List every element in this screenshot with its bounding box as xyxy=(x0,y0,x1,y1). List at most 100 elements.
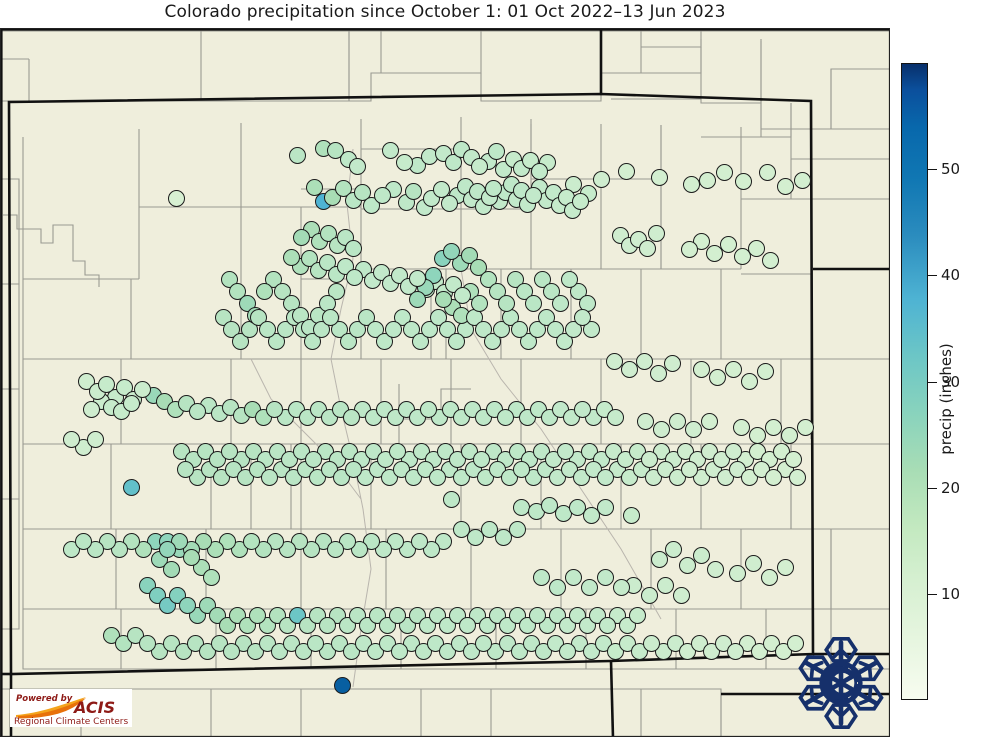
station-marker[interactable] xyxy=(321,308,339,326)
station-marker[interactable] xyxy=(764,418,782,436)
station-marker[interactable] xyxy=(326,141,344,159)
station-marker[interactable] xyxy=(635,352,653,370)
station-marker[interactable] xyxy=(573,308,591,326)
station-marker[interactable] xyxy=(388,606,406,624)
station-marker[interactable] xyxy=(571,192,589,210)
station-marker[interactable] xyxy=(474,634,492,652)
station-marker[interactable] xyxy=(708,368,726,386)
station-marker[interactable] xyxy=(326,540,344,558)
station-marker[interactable] xyxy=(452,520,470,538)
station-marker[interactable] xyxy=(408,290,426,308)
station-marker[interactable] xyxy=(530,162,548,180)
station-marker[interactable] xyxy=(390,642,408,660)
station-marker[interactable] xyxy=(510,320,528,338)
station-marker[interactable] xyxy=(568,498,586,516)
station-marker[interactable] xyxy=(306,634,324,652)
station-marker[interactable] xyxy=(532,568,550,586)
station-marker[interactable] xyxy=(664,540,682,558)
station-marker[interactable] xyxy=(333,676,351,694)
station-marker[interactable] xyxy=(780,426,798,444)
station-marker[interactable] xyxy=(496,408,514,426)
station-marker[interactable] xyxy=(228,282,246,300)
station-marker[interactable] xyxy=(97,375,115,393)
station-marker[interactable] xyxy=(305,178,323,196)
station-marker[interactable] xyxy=(761,251,779,269)
station-marker[interactable] xyxy=(605,352,623,370)
station-marker[interactable] xyxy=(724,360,742,378)
station-marker[interactable] xyxy=(122,478,140,496)
station-marker[interactable] xyxy=(793,171,811,189)
station-marker[interactable] xyxy=(408,269,426,287)
station-marker[interactable] xyxy=(318,616,336,634)
station-marker[interactable] xyxy=(248,606,266,624)
station-marker[interactable] xyxy=(678,556,696,574)
station-marker[interactable] xyxy=(344,239,362,257)
station-marker[interactable] xyxy=(388,442,406,460)
station-marker[interactable] xyxy=(62,430,80,448)
station-marker[interactable] xyxy=(453,286,471,304)
station-marker[interactable] xyxy=(728,564,746,582)
station-marker[interactable] xyxy=(764,468,782,486)
station-marker[interactable] xyxy=(596,468,614,486)
station-marker[interactable] xyxy=(558,642,576,660)
station-marker[interactable] xyxy=(724,442,742,460)
station-marker[interactable] xyxy=(698,171,716,189)
station-marker[interactable] xyxy=(334,179,352,197)
station-marker[interactable] xyxy=(612,578,630,596)
station-marker[interactable] xyxy=(592,170,610,188)
station-marker[interactable] xyxy=(640,450,658,468)
station-marker[interactable] xyxy=(551,294,569,312)
station-marker[interactable] xyxy=(444,153,462,171)
station-marker[interactable] xyxy=(158,540,176,558)
station-marker[interactable] xyxy=(487,142,505,160)
station-marker[interactable] xyxy=(484,179,502,197)
station-marker[interactable] xyxy=(636,412,654,430)
station-marker[interactable] xyxy=(786,634,804,652)
station-marker[interactable] xyxy=(548,578,566,596)
station-marker[interactable] xyxy=(700,412,718,430)
station-marker[interactable] xyxy=(162,560,180,578)
station-marker[interactable] xyxy=(734,172,752,190)
station-marker[interactable] xyxy=(220,442,238,460)
station-marker[interactable] xyxy=(622,506,640,524)
station-marker[interactable] xyxy=(606,408,624,426)
station-marker[interactable] xyxy=(260,468,278,486)
station-marker[interactable] xyxy=(680,460,698,478)
station-marker[interactable] xyxy=(282,248,300,266)
station-marker[interactable] xyxy=(167,189,185,207)
station-marker[interactable] xyxy=(758,163,776,181)
station-marker[interactable] xyxy=(242,532,260,550)
station-marker[interactable] xyxy=(182,548,200,566)
station-marker[interactable] xyxy=(680,240,698,258)
station-marker[interactable] xyxy=(348,157,366,175)
station-marker[interactable] xyxy=(719,235,737,253)
station-marker[interactable] xyxy=(86,430,104,448)
station-marker[interactable] xyxy=(428,468,446,486)
station-marker[interactable] xyxy=(652,420,670,438)
station-marker[interactable] xyxy=(733,247,751,265)
station-marker[interactable] xyxy=(596,498,614,516)
station-marker[interactable] xyxy=(258,320,276,338)
station-marker[interactable] xyxy=(582,506,600,524)
station-marker[interactable] xyxy=(353,183,371,201)
station-marker[interactable] xyxy=(638,239,656,257)
station-marker[interactable] xyxy=(706,560,724,578)
station-marker[interactable] xyxy=(620,360,638,378)
station-marker[interactable] xyxy=(524,294,542,312)
station-marker[interactable] xyxy=(384,320,402,338)
station-marker[interactable] xyxy=(740,372,758,390)
station-marker[interactable] xyxy=(692,546,710,564)
station-marker[interactable] xyxy=(788,468,806,486)
station-marker[interactable] xyxy=(692,360,710,378)
station-marker[interactable] xyxy=(342,408,360,426)
station-marker[interactable] xyxy=(573,400,591,418)
station-marker[interactable] xyxy=(74,532,92,550)
station-marker[interactable] xyxy=(497,294,515,312)
station-marker[interactable] xyxy=(292,228,310,246)
station-marker[interactable] xyxy=(663,354,681,372)
station-marker[interactable] xyxy=(138,634,156,652)
station-marker[interactable] xyxy=(640,586,658,604)
station-marker[interactable] xyxy=(410,532,428,550)
station-marker[interactable] xyxy=(656,576,674,594)
station-marker[interactable] xyxy=(650,550,668,568)
